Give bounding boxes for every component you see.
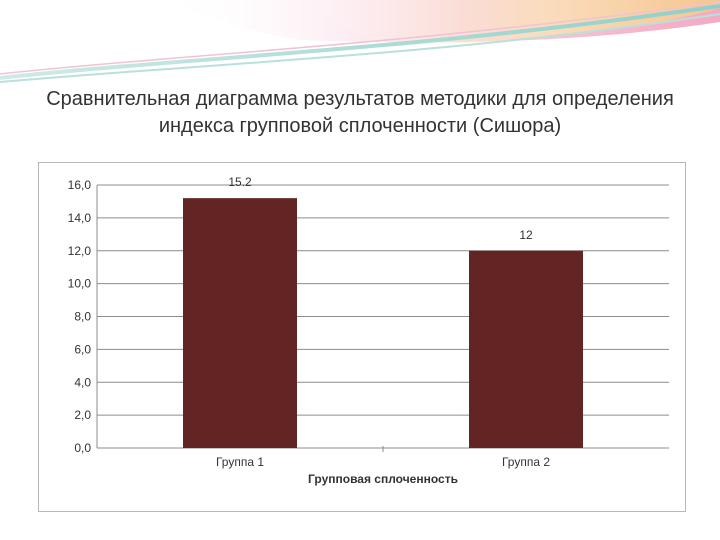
y-tick-label: 2,0 — [74, 408, 91, 422]
y-tick-label: 0,0 — [74, 441, 91, 455]
bar — [183, 198, 297, 448]
y-tick-label: 16,0 — [68, 178, 92, 192]
y-tick-label: 12,0 — [68, 244, 92, 258]
y-tick-label: 14,0 — [68, 211, 92, 225]
y-tick-label: 8,0 — [74, 310, 91, 324]
slide-decoration — [0, 0, 720, 83]
bar — [469, 250, 583, 448]
data-label: 12 — [519, 228, 533, 242]
y-tick-label: 10,0 — [68, 277, 92, 291]
x-tick-label: Группа 1 — [216, 455, 264, 469]
x-axis-title: Групповая сплоченность — [308, 472, 458, 486]
data-label: 15.2 — [228, 175, 252, 189]
chart-frame: 0,0 2,0 4,0 6,0 8,0 10,0 12,0 14,0 16,0 15.2 Групп… — [38, 162, 686, 512]
y-tick-label: 4,0 — [74, 375, 91, 389]
slide-title: Сравнительная диаграмма результатов мето… — [46, 88, 674, 137]
x-tick-label: Группа 2 — [502, 455, 550, 469]
y-tick-label: 6,0 — [74, 342, 91, 356]
bar-chart: 0,0 2,0 4,0 6,0 8,0 10,0 12,0 14,0 16,0 15.2 Групп… — [68, 175, 669, 486]
